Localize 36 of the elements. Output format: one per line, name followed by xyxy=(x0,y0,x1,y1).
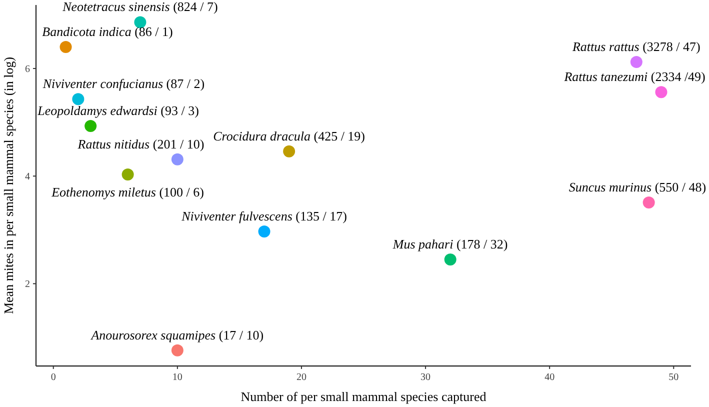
annotation: Eothenomys miletus (100 / 6) xyxy=(50,184,204,200)
point xyxy=(444,253,456,266)
y-tick-label: 4 xyxy=(25,172,30,183)
annotation: Mus pahari (178 / 32) xyxy=(392,236,508,252)
y-tick-label: 2 xyxy=(25,279,30,290)
annotation: Niviventer confucianus (87 / 2) xyxy=(42,76,205,92)
annotation: Bandicota indica (86 / 1) xyxy=(42,24,173,39)
point xyxy=(655,86,668,98)
annotation: Rattus rattus (3278 / 47) xyxy=(571,39,700,54)
y-axis-title: Mean mites in per small mammal species (in log) xyxy=(1,56,16,314)
x-tick-label: 30 xyxy=(420,372,431,383)
annotation: Leopoldamys edwardsi (93 / 3) xyxy=(36,103,199,118)
annotation: Neotetracus sinensis (824 / 7) xyxy=(62,0,218,14)
x-axis-title: Number of per small mammal species captured xyxy=(240,389,487,404)
point xyxy=(258,226,270,238)
point xyxy=(60,40,72,53)
y-tick-label: 6 xyxy=(25,64,30,75)
x-tick-label: 20 xyxy=(296,372,306,383)
point xyxy=(630,56,642,68)
x-tick-label: 40 xyxy=(544,372,555,383)
point xyxy=(642,196,655,208)
point xyxy=(122,168,134,180)
annotation: Suncus murinus (550 / 48) xyxy=(568,179,706,194)
annotation: Rattus nitidus (201 / 10) xyxy=(76,136,204,152)
annotation: Rattus tanezumi (2334 /49) xyxy=(563,69,706,84)
point xyxy=(171,344,184,356)
x-tick-label: 0 xyxy=(50,372,56,383)
x-tick-label: 50 xyxy=(668,372,679,383)
point xyxy=(171,153,184,166)
point xyxy=(72,93,84,106)
x-tick-label: 10 xyxy=(172,372,182,383)
annotation: Crocidura dracula (425 / 19) xyxy=(213,128,366,144)
point xyxy=(283,145,296,158)
annotation: Anourosorex squamipes (17 / 10) xyxy=(90,327,264,342)
point xyxy=(84,120,97,132)
annotation: Niviventer fulvescens (135 / 17) xyxy=(180,208,347,224)
